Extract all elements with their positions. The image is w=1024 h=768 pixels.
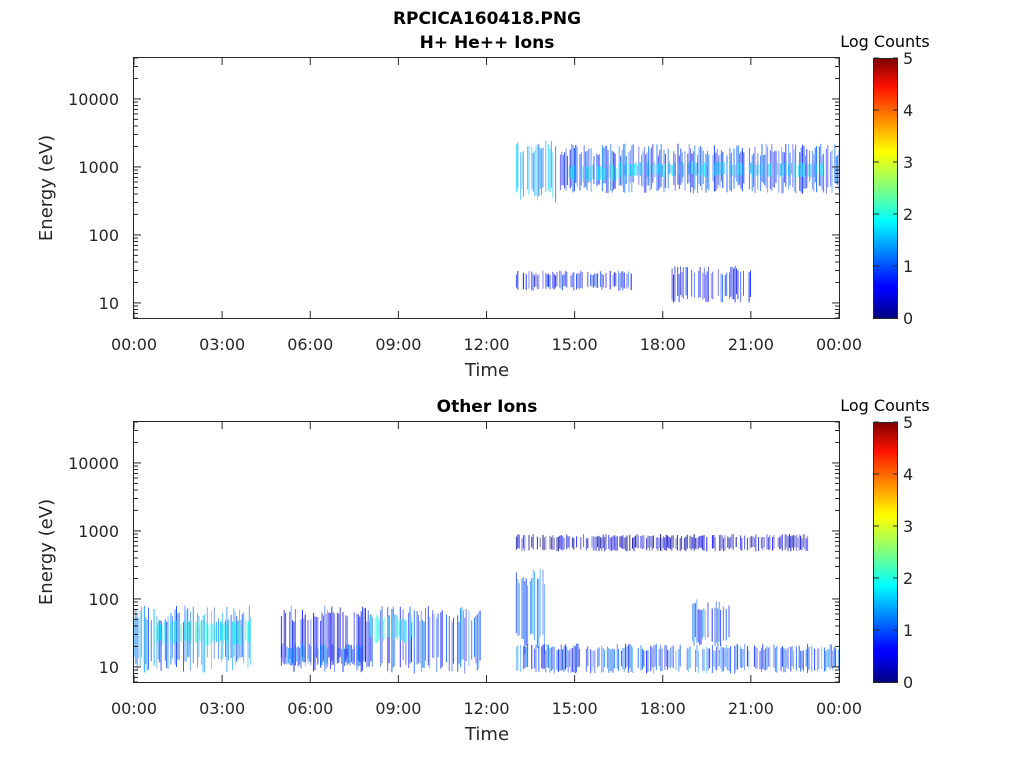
x-axis-label: Time [464, 360, 509, 381]
panel-h-he-ions: H+ He++ Ions 00:00 03:00 06:00 09:00 12:00 15… [36, 32, 930, 381]
x-tick-label: 06:00 [287, 335, 333, 354]
x-tick-labels: 00:00 03:00 06:00 09:00 12:00 15:00 18:00 21:00… [111, 335, 862, 354]
x-tick-label: 21:00 [728, 335, 774, 354]
data-region-5 [369, 614, 414, 644]
colorbar-label: Log Counts [840, 396, 930, 415]
plot-frame [133, 57, 840, 319]
y-tick-labels: 10 100 1000 10000 [68, 454, 119, 677]
data-region-3 [618, 161, 825, 178]
colorbar-label: Log Counts [840, 32, 930, 51]
panel-other-ions: Other Ions 00:00 03:00 06:00 09:00 12:00 15:0… [36, 396, 930, 745]
y-tick-label: 1000 [78, 158, 119, 177]
y-axis-label: Energy (eV) [36, 135, 57, 241]
x-tick-label: 09:00 [375, 335, 421, 354]
colorbar-tick-label: 0 [903, 309, 913, 328]
spectrogram-data [134, 534, 839, 674]
x-tick-label: 18:00 [640, 699, 686, 718]
axis-ticks [133, 421, 840, 683]
data-region-5 [671, 266, 751, 303]
x-tick-label: 03:00 [199, 335, 245, 354]
panel-title: H+ He++ Ions [420, 33, 555, 53]
y-tick-label: 10 [99, 294, 119, 313]
colorbar-tick-label: 4 [903, 465, 913, 484]
x-tick-labels: 00:00 03:00 06:00 09:00 12:00 15:00 18:00 21:00… [111, 699, 862, 718]
y-tick-label: 10 [99, 658, 119, 677]
x-tick-label: 06:00 [287, 699, 333, 718]
x-tick-label: 03:00 [199, 699, 245, 718]
x-tick-label: 15:00 [552, 335, 598, 354]
y-tick-label: 100 [88, 590, 119, 609]
x-tick-label: 00:00 [816, 699, 862, 718]
y-tick-label: 10000 [68, 454, 119, 473]
colorbar-tick-label: 0 [903, 673, 913, 692]
colorbar [873, 422, 898, 683]
spectrogram-data [515, 140, 840, 303]
x-tick-label: 18:00 [640, 335, 686, 354]
data-region-2 [568, 164, 618, 182]
plot-frame [133, 421, 840, 683]
colorbar-ticks: 0 1 2 3 4 5 [874, 49, 913, 328]
data-region-0 [134, 605, 252, 673]
figure-title: RPCICA160418.PNG [393, 9, 581, 29]
y-axis-label: Energy (eV) [36, 499, 57, 605]
colorbar-tick-label: 4 [903, 101, 913, 120]
x-tick-label: 00:00 [111, 335, 157, 354]
colorbar-tick-label: 1 [903, 257, 913, 276]
colorbar-tick-label: 5 [903, 413, 913, 432]
data-region-4 [515, 270, 632, 291]
x-tick-label: 21:00 [728, 699, 774, 718]
data-region-7 [515, 643, 839, 674]
data-region-4 [369, 606, 481, 674]
x-tick-label: 09:00 [375, 699, 421, 718]
y-tick-label: 1000 [78, 522, 119, 541]
colorbar-tick-label: 1 [903, 621, 913, 640]
colorbar-tick-label: 3 [903, 153, 913, 172]
colorbar-ticks: 0 1 2 3 4 5 [874, 413, 913, 692]
data-region-3 [280, 643, 364, 667]
y-tick-label: 100 [88, 226, 119, 245]
axis-ticks [133, 57, 840, 319]
x-axis-label: Time [464, 724, 509, 745]
x-tick-label: 00:00 [111, 699, 157, 718]
data-region-1 [155, 619, 250, 646]
y-tick-labels: 10 100 1000 10000 [68, 90, 119, 313]
data-region-9 [515, 534, 809, 552]
x-tick-label: 12:00 [463, 699, 509, 718]
panel-title: Other Ions [437, 397, 538, 417]
data-region-0 [515, 140, 557, 203]
x-tick-label: 00:00 [816, 335, 862, 354]
x-tick-label: 15:00 [552, 699, 598, 718]
y-tick-label: 10000 [68, 90, 119, 109]
data-region-6 [515, 569, 545, 655]
colorbar [873, 58, 898, 319]
colorbar-tick-label: 2 [903, 205, 913, 224]
colorbar-tick-label: 3 [903, 517, 913, 536]
x-tick-label: 12:00 [463, 335, 509, 354]
colorbar-tick-label: 2 [903, 569, 913, 588]
data-region-8 [692, 599, 730, 646]
colorbar-tick-label: 5 [903, 49, 913, 68]
